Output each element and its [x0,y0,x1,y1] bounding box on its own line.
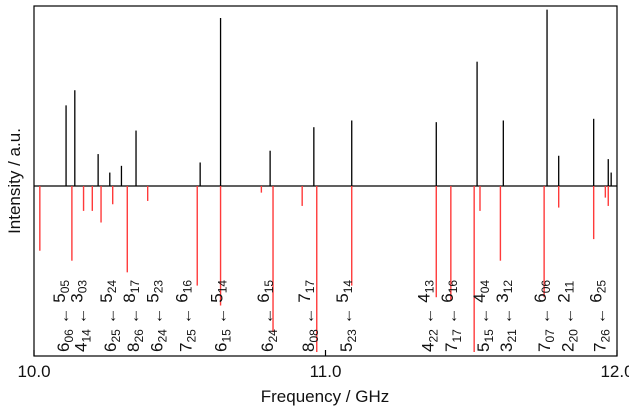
x-tick-label-1: 11.0 [310,362,342,381]
transition-label-13: 321 ← 312 [493,280,519,352]
transition-label-7: 624 ← 615 [254,280,280,352]
transition-label-5: 725 ← 616 [173,280,199,352]
transition-label-16: 726 ← 625 [587,280,613,352]
experimental-sticks [65,9,612,186]
transition-label-15: 220 ← 211 [554,280,580,352]
transition-label-12: 515 ← 404 [470,280,496,352]
transition-label-9: 523 ← 514 [333,280,359,352]
y-axis-label: Intensity / a.u. [5,128,24,234]
transition-label-6: 615 ← 514 [208,280,234,352]
transition-label-10: 422 ← 413 [415,280,441,352]
simulated-sticks [39,186,609,352]
transition-label-11: 717 ← 616 [438,280,464,352]
x-tick-label-0: 10.0 [17,362,50,381]
x-axis-label: Frequency / GHz [261,387,390,406]
transition-label-0: 606 ← 505 [50,280,76,352]
x-axis-ticks: 10.0 11.0 12.0 [17,350,629,381]
transition-label-14: 707 ← 606 [531,280,557,352]
x-tick-label-2: 12.0 [600,362,629,381]
transition-label-3: 826 ← 817 [120,280,146,352]
transition-label-2: 625 ← 524 [97,280,123,352]
transition-label-8: 808 ← 717 [295,280,321,352]
transition-label-1: 414 ← 303 [68,280,94,352]
transition-label-4: 624 ← 523 [143,280,169,352]
